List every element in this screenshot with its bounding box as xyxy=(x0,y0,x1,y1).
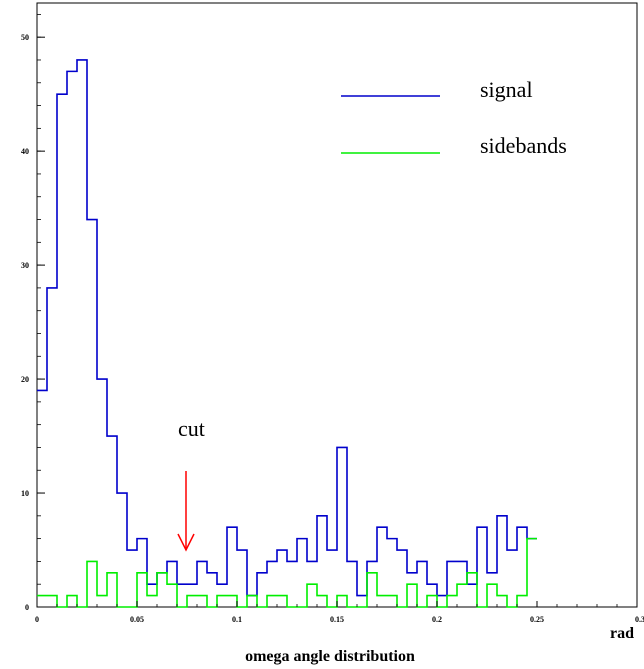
x-tick-label-last: 0.3 xyxy=(635,615,644,624)
cut-arrow-head xyxy=(177,533,195,552)
cut-annotation: cut xyxy=(177,416,205,552)
series-line-signal xyxy=(37,59,537,597)
y-tick-label: 30 xyxy=(21,261,29,270)
x-tick-label: 0.2 xyxy=(432,615,442,624)
legend-signal-label: signal xyxy=(480,77,533,102)
y-tick-label: 50 xyxy=(21,33,29,42)
legend-sidebands-label: sidebands xyxy=(480,133,567,158)
x-tick-label: 0.25 xyxy=(530,615,544,624)
cut-label: cut xyxy=(178,416,205,441)
x-tick-label: 0.15 xyxy=(330,615,344,624)
series-line-sidebands xyxy=(37,537,537,608)
x-axis-title: omega angle distribution xyxy=(245,648,415,665)
series-layer xyxy=(37,59,537,608)
x-tick-label: 0.05 xyxy=(130,615,144,624)
x-tick-label: 0 xyxy=(35,615,39,624)
y-tick-label: 0 xyxy=(25,603,29,612)
y-tick-label: 20 xyxy=(21,375,29,384)
x-tick-label: 0.1 xyxy=(232,615,242,624)
axis-layer: 0 0.05 0.1 0.15 0.2 0.25 0.3 0 10 20 30 40 50 xyxy=(21,13,644,624)
y-tick-label: 10 xyxy=(21,489,29,498)
legend: signal sidebands xyxy=(341,77,567,158)
x-axis-unit: rad xyxy=(610,625,634,642)
y-tick-label: 40 xyxy=(21,147,29,156)
